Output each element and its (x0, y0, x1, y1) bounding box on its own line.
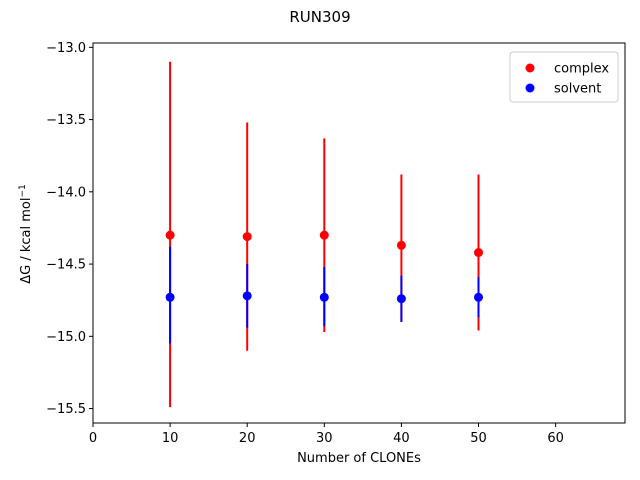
x-tick-label: 40 (393, 431, 410, 446)
y-axis-label-superscript: −1 (18, 184, 28, 197)
y-tick-label: −15.5 (46, 402, 86, 417)
legend: complex solvent (509, 51, 619, 103)
solvent-point (474, 292, 484, 302)
x-tick-label: 60 (547, 431, 564, 446)
x-tick-label: 30 (316, 431, 333, 446)
legend-box (509, 51, 619, 103)
x-axis-label: Number of CLONEs (297, 451, 421, 466)
complex-point (474, 248, 484, 258)
solvent-point (396, 294, 406, 304)
y-tick-label: −13.5 (46, 113, 86, 128)
y-tick-label: −14.5 (46, 258, 86, 273)
legend-marker-complex (525, 63, 535, 73)
complex-point (165, 230, 175, 240)
legend-label-solvent: solvent (554, 82, 601, 97)
solvent-point (319, 292, 329, 302)
chart-title: RUN309 (289, 8, 350, 26)
x-tick-label: 50 (470, 431, 487, 446)
x-tick-label: 10 (162, 431, 179, 446)
x-tick-label: 0 (89, 431, 97, 446)
x-axis-ticks: 0 10 20 30 40 50 60 (89, 423, 564, 446)
legend-marker-solvent (525, 83, 535, 93)
data-points (165, 230, 484, 304)
y-axis-label-main: ΔG / kcal mol (19, 198, 34, 284)
y-tick-label: −15.0 (46, 330, 86, 345)
plot-frame (92, 42, 626, 424)
legend-label-complex: complex (554, 62, 609, 77)
y-axis-label: ΔG / kcal mol−1 (18, 184, 34, 284)
complex-point (319, 230, 329, 240)
complex-point (396, 240, 406, 250)
x-tick-label: 20 (239, 431, 256, 446)
solvent-point (165, 292, 175, 302)
solvent-point (242, 291, 252, 301)
complex-point (242, 232, 252, 242)
y-tick-label: −13.0 (46, 41, 86, 56)
y-tick-label: −14.0 (46, 185, 86, 200)
y-axis-ticks: −13.0 −13.5 −14.0 −14.5 −15.0 −15.5 (46, 41, 93, 417)
